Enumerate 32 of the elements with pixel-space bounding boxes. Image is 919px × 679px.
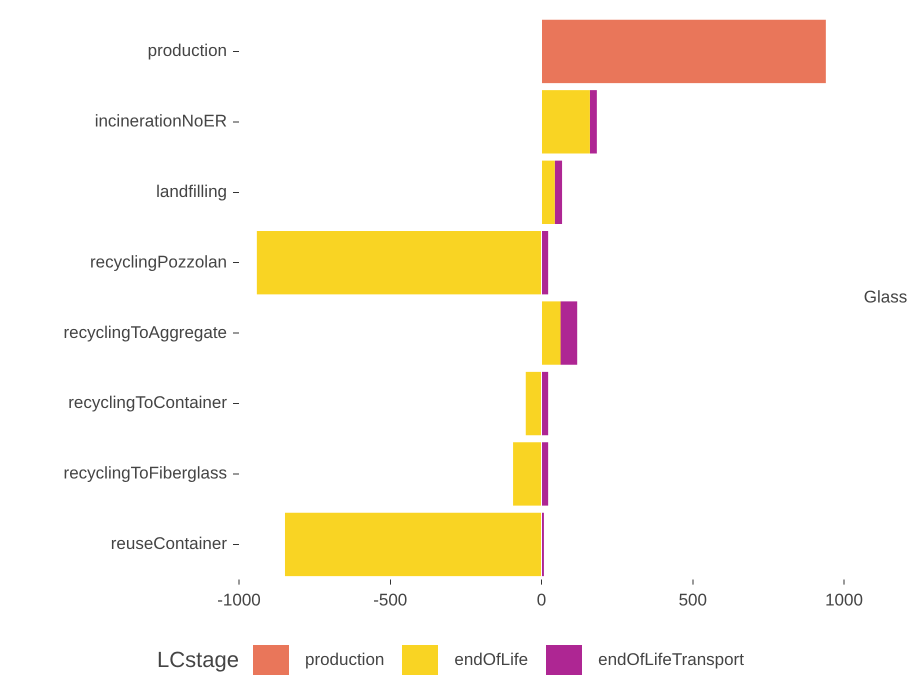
bar <box>542 90 590 154</box>
text: Glass <box>864 288 908 307</box>
bar <box>560 301 578 365</box>
y-tick-label: landfilling <box>156 182 227 201</box>
y-tick-label: reuseContainer <box>110 534 228 554</box>
bar <box>542 230 548 294</box>
bar <box>554 160 562 224</box>
y-tick-label: recyclingPozzolan <box>90 252 227 272</box>
y-tick-label: production <box>148 41 227 60</box>
legend-label: endOfLifeTransport <box>598 650 744 670</box>
x-tick-label: 0 <box>536 590 546 610</box>
bar <box>284 512 541 576</box>
legend-title: LCstage <box>157 647 239 673</box>
bar <box>590 90 597 154</box>
bar <box>542 160 555 224</box>
x-tick-label: -1000 <box>217 590 261 610</box>
bar <box>542 20 826 84</box>
x-tick-label: 500 <box>678 590 707 610</box>
legend-label: production <box>304 650 384 670</box>
y-tick-label: incinerationNoER <box>94 112 227 131</box>
y-tick-label: recyclingToContainer <box>68 393 228 412</box>
x-tick-label: -500 <box>373 590 408 610</box>
legend-label: endOfLife <box>454 650 528 670</box>
bar <box>256 230 541 294</box>
y-tick-label: recyclingToAggregate <box>64 322 227 342</box>
bar <box>542 301 561 365</box>
x-tick-label: 1000 <box>825 590 863 610</box>
y-tick-label: recyclingToFiberglass <box>64 464 227 483</box>
bar <box>542 442 548 506</box>
bar <box>526 372 541 436</box>
bar <box>513 442 541 506</box>
bar <box>542 372 548 436</box>
